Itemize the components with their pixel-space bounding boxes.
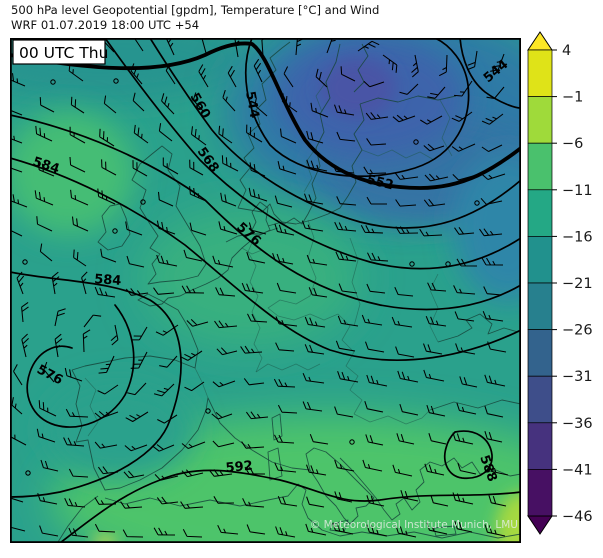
colorbar-arrow-top — [527, 31, 553, 51]
colorbar-segment — [527, 375, 553, 424]
map-border — [10, 38, 521, 543]
colorbar-tick-label: 4 — [562, 43, 571, 59]
contour-label: 592 — [225, 459, 253, 476]
colorbar-segment — [527, 469, 553, 517]
temperature-field — [10, 38, 521, 543]
watermark: © Meteorological Institute Munich, LMU — [310, 519, 518, 531]
colorbar-segment — [527, 189, 553, 237]
colorbar-tick-label: −46 — [562, 509, 593, 525]
colorbar-segment — [527, 422, 553, 470]
colorbar-arrow-bottom — [527, 515, 553, 535]
coastlines — [56, 41, 521, 543]
title-line-1: 500 hPa level Geopotential [gpdm], Tempe… — [11, 3, 380, 17]
geopotential-contours — [10, 38, 521, 543]
colorbar-segment — [527, 142, 553, 191]
title-line-2: WRF 01.07.2019 18:00 UTC +54 — [11, 17, 200, 32]
valid-time-box: 00 UTC Thu — [12, 39, 108, 65]
colorbar-tick-label: −1 — [562, 90, 583, 106]
colorbar-segment — [527, 49, 553, 97]
colorbar-tick-label: −36 — [562, 416, 593, 432]
colorbar-segment — [527, 282, 553, 330]
valid-time-label: 00 UTC Thu — [19, 44, 108, 62]
contour-label: 584 — [94, 272, 122, 289]
colorbar-tick-label: −6 — [562, 136, 583, 152]
colorbar-tick-label: −11 — [562, 183, 593, 199]
colorbar-tick-label: −16 — [562, 229, 593, 245]
colorbar-segment — [527, 236, 553, 284]
contour-label: 552 — [365, 172, 395, 193]
map-panel: 552560544568552544584576584576592588 00 … — [10, 38, 521, 543]
contour-label: 544 — [242, 90, 261, 119]
colorbar-tick-label: −21 — [562, 276, 593, 292]
colorbar: 4 −1 −6 −11 −16 −21 −26 −31 −36 −41 −46 — [527, 31, 593, 535]
colorbar-segment — [527, 96, 553, 144]
figure-title: 500 hPa level Geopotential [gpdm], Tempe… — [11, 3, 379, 32]
thick-552-contour — [10, 41, 521, 190]
colorbar-tick-label: −31 — [562, 369, 593, 385]
colorbar-tick-label: −41 — [562, 462, 593, 478]
colorbar-segment — [527, 329, 553, 377]
colorbar-tick-label: −26 — [562, 323, 593, 339]
